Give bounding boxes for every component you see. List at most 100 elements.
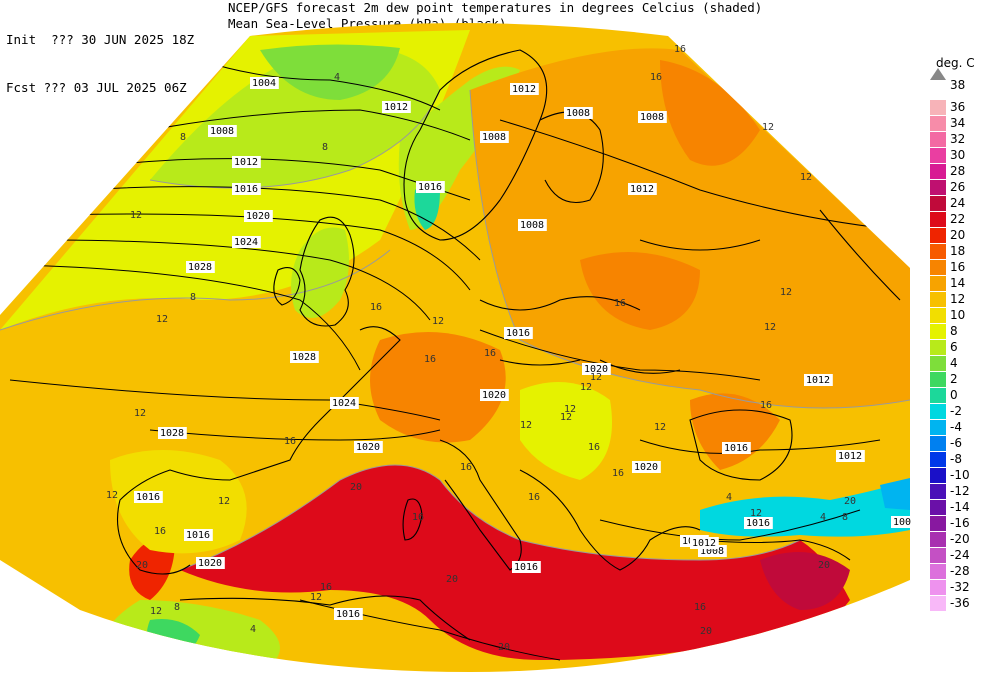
legend-entry: 32 <box>930 132 994 148</box>
dewpoint-label: 16 <box>484 348 496 359</box>
isobar-label-bg <box>158 427 187 439</box>
legend-entry: 36 <box>930 100 994 116</box>
isobar-label-bg <box>196 557 225 569</box>
legend-entry: 10 <box>930 308 994 324</box>
legend-swatch <box>930 484 946 499</box>
legend-swatch <box>930 100 946 115</box>
legend-entry: -14 <box>930 500 994 516</box>
dewpoint-label: 20 <box>818 560 830 571</box>
isobar-label-bg <box>518 219 547 231</box>
legend-swatch <box>930 436 946 451</box>
isobar-label: 100 <box>893 517 911 528</box>
coastline-balkans <box>519 469 701 571</box>
legend-label: 36 <box>950 100 966 114</box>
legend-swatch <box>930 180 946 195</box>
legend-swatch <box>930 116 946 131</box>
isobar-line <box>19 264 361 371</box>
legend-unit: deg. C <box>936 56 975 70</box>
legend-swatch <box>930 516 946 531</box>
isobar-labels: 1004100810121016102010241028101210081008… <box>134 77 914 620</box>
dewpoint-label: 12 <box>762 122 774 133</box>
legend-swatch <box>930 132 946 147</box>
map-canvas: 1004100810121016102010241028101210081008… <box>0 23 914 672</box>
legend-entry: 18 <box>930 244 994 260</box>
isobar-label: 1020 <box>246 211 270 222</box>
legend-entry: -24 <box>930 548 994 564</box>
isobar-label-bg <box>638 111 667 123</box>
isobar-label-bg <box>184 529 213 541</box>
isobar-line <box>9 379 441 421</box>
legend-label: -24 <box>950 548 970 562</box>
coastlines <box>116 49 901 641</box>
legend-label: 34 <box>950 116 966 130</box>
isobar-line <box>499 119 901 231</box>
dewpoint-region-levant <box>760 552 850 610</box>
coastline-scandinavia <box>403 49 548 241</box>
isobar-label-bg <box>632 461 661 473</box>
legend-swatch <box>930 148 946 163</box>
dewpoint-label: 8 <box>174 602 180 613</box>
isobar-line <box>599 509 861 541</box>
isobar-label: 1020 <box>584 364 608 375</box>
legend-swatch <box>930 260 946 275</box>
dewpoint-region-central-europe <box>370 332 506 443</box>
legend-top-arrow-icon <box>930 68 946 80</box>
dewpoint-labels: 4881212161212161612161612121612121616162… <box>106 44 856 653</box>
isobar-label: 1012 <box>838 451 862 462</box>
isobar-label: 1012 <box>806 375 830 386</box>
legend-entry: -12 <box>930 484 994 500</box>
legend-swatch <box>930 324 946 339</box>
isobar-label: 1008 <box>210 126 234 137</box>
legend-entry: 34 <box>930 116 994 132</box>
legend-entry: 14 <box>930 276 994 292</box>
isobar-line <box>199 59 441 111</box>
dewpoint-label: 4 <box>726 492 732 503</box>
isobar-label-bg <box>480 131 509 143</box>
isobar-label-bg <box>382 101 411 113</box>
isobar-label: 1016 <box>506 328 530 339</box>
dewpoint-label: 8 <box>322 142 328 153</box>
dewpoint-label: 12 <box>780 287 792 298</box>
dewpoint-label: 16 <box>614 298 626 309</box>
legend-label: 10 <box>950 308 966 322</box>
legend-label: 26 <box>950 180 966 194</box>
legend-label: -10 <box>950 468 970 482</box>
legend-label: 14 <box>950 276 966 290</box>
dewpoint-label: 20 <box>498 642 510 653</box>
legend-swatch <box>930 244 946 259</box>
isobar-label: 1012 <box>234 157 258 168</box>
isobar-label-bg <box>134 491 163 503</box>
isobar-line <box>59 213 471 291</box>
legend-entry: 24 <box>930 196 994 212</box>
isobar-label-bg <box>744 517 773 529</box>
coastline-black-sea <box>689 409 793 481</box>
isobar-line <box>479 329 761 381</box>
legend-label: 16 <box>950 260 966 274</box>
isobar-label: 1020 <box>356 442 380 453</box>
forecast-map: 1004 1008 1012 1016 1020 1024 1028 1012 1008 1008… <box>0 23 914 672</box>
dewpoint-label: 12 <box>432 316 444 327</box>
legend-label: 22 <box>950 212 966 226</box>
dewpoint-region-balkans <box>520 382 612 480</box>
isobar-label-bg <box>244 210 273 222</box>
legend-entry: 20 <box>930 228 994 244</box>
isobar-label: 1020 <box>198 558 222 569</box>
dewpoint-region-norway-cold <box>414 182 440 230</box>
isobar-label-bg <box>480 389 509 401</box>
fcst-line: Fcst ??? 03 JUL 2025 06Z <box>6 80 187 95</box>
isobar-label-bg <box>232 183 261 195</box>
isobar-label: 1004 <box>252 78 276 89</box>
legend-entry: -36 <box>930 596 994 612</box>
legend-swatch <box>930 196 946 211</box>
dewpoint-label: 20 <box>446 574 458 585</box>
dewpoint-label: 20 <box>700 626 712 637</box>
legend-entry: 30 <box>930 148 994 164</box>
dewpoint-label: 8 <box>180 132 186 143</box>
isobar-label-bg <box>334 608 363 620</box>
legend-swatch <box>930 372 946 387</box>
legend-label: 0 <box>950 388 958 402</box>
dewpoint-label: 12 <box>560 412 572 423</box>
legend-swatch <box>930 580 946 595</box>
dewpoint-label: 12 <box>310 592 322 603</box>
dewpoint-region-british-isles <box>291 227 349 318</box>
